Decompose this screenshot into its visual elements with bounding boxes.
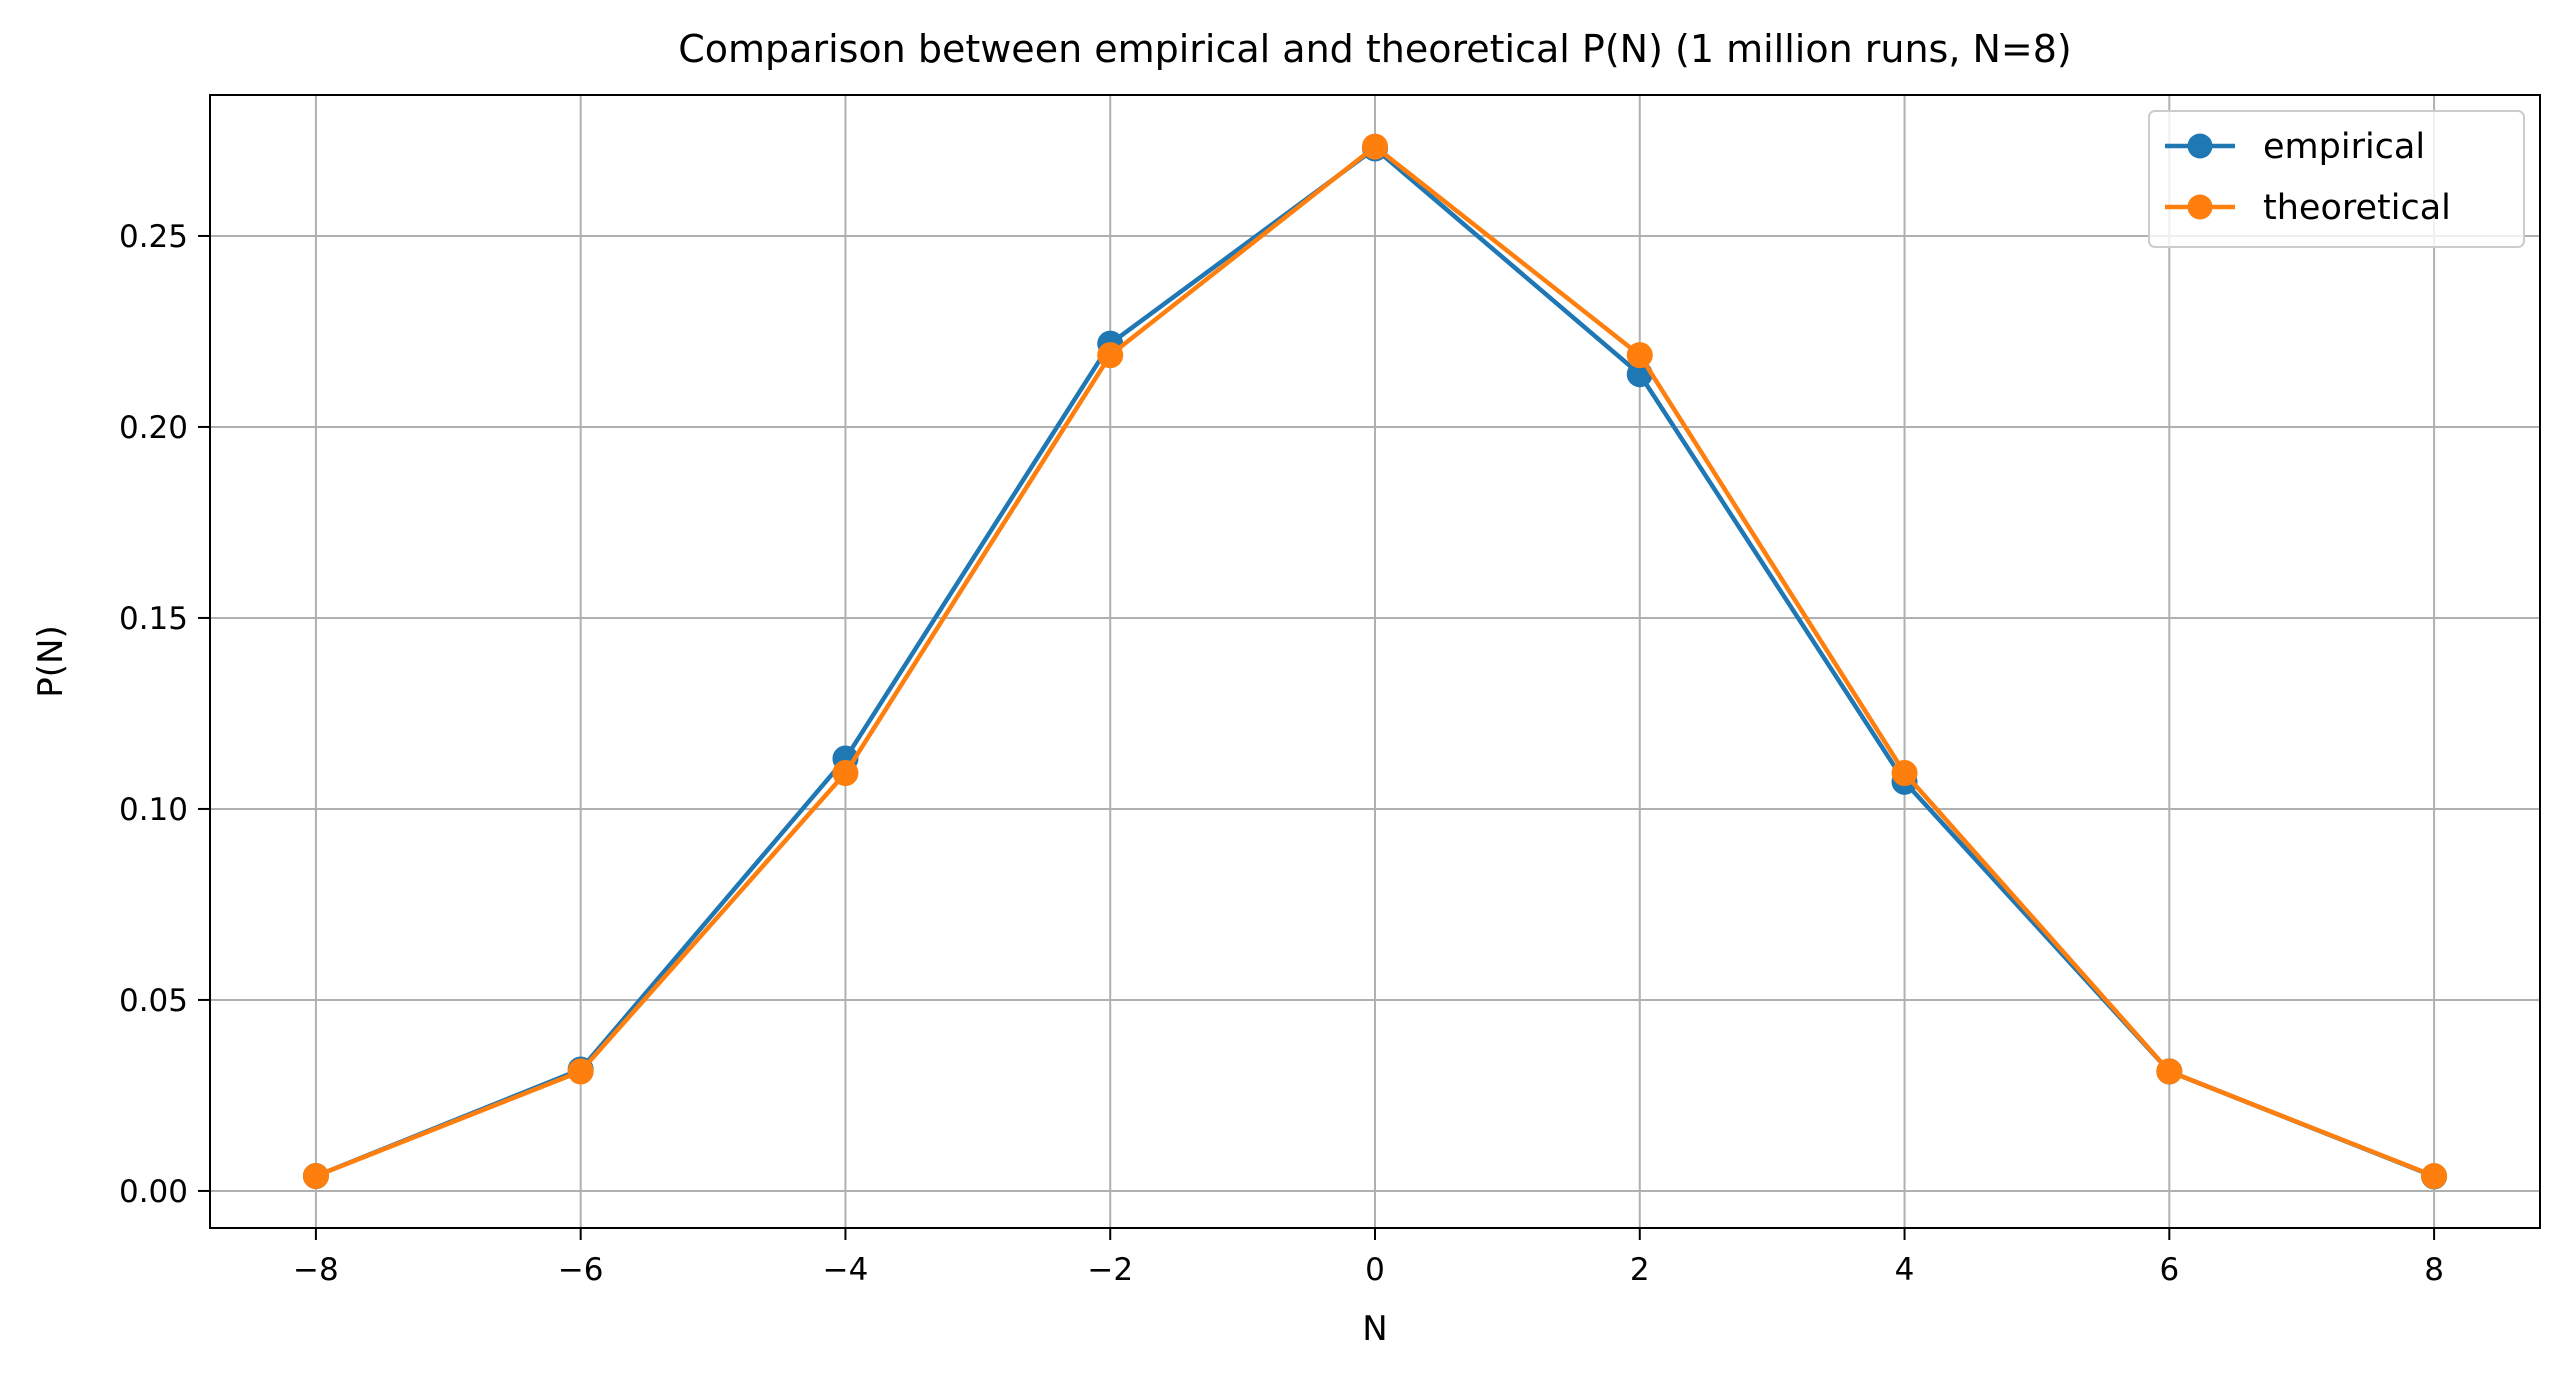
legend-entry-empirical: empirical — [2165, 127, 2425, 167]
theoretical-point — [1891, 760, 1918, 787]
theoretical-point — [1626, 342, 1653, 369]
x-tick-label: 6 — [2159, 1252, 2179, 1288]
x-tick-label: 2 — [1630, 1252, 1650, 1288]
legend-marker-theoretical — [2187, 194, 2213, 220]
x-tick-label: −4 — [823, 1252, 869, 1288]
legend-label-theoretical: theoretical — [2263, 188, 2451, 228]
theoretical-point — [567, 1058, 594, 1085]
legend-entry-theoretical: theoretical — [2165, 188, 2451, 228]
theoretical-point — [2156, 1058, 2183, 1085]
legend-label-empirical: empirical — [2263, 127, 2425, 167]
x-tick-label: −6 — [558, 1252, 604, 1288]
theoretical-point — [1097, 342, 1124, 369]
x-tick-label: 8 — [2424, 1252, 2444, 1288]
x-tick-label: 0 — [1365, 1252, 1385, 1288]
legend-marker-empirical — [2187, 133, 2213, 159]
y-tick-label: 0.20 — [119, 410, 188, 446]
grid-lines — [210, 95, 2540, 1228]
theoretical-point — [832, 760, 859, 787]
chart-title: Comparison between empirical and theoret… — [678, 27, 2072, 71]
y-tick-label: 0.00 — [119, 1174, 188, 1210]
theoretical-point — [302, 1163, 329, 1190]
y-tick-label: 0.05 — [119, 983, 188, 1019]
theoretical-point — [2421, 1163, 2448, 1190]
x-tick-label: −8 — [293, 1252, 339, 1288]
y-axis-label: P(N) — [31, 625, 71, 697]
y-tick-label: 0.25 — [119, 219, 188, 255]
series-layer — [302, 133, 2448, 1190]
x-tick-label: −2 — [1087, 1252, 1133, 1288]
series-theoretical — [302, 133, 2448, 1190]
legend: empirical theoretical — [2148, 110, 2525, 248]
x-axis-label: N — [1362, 1309, 1387, 1349]
y-tick-label: 0.15 — [119, 601, 188, 637]
theoretical-point — [1362, 133, 1388, 160]
y-tick-label: 0.10 — [119, 792, 188, 828]
x-tick-label: 4 — [1895, 1252, 1915, 1288]
legend-box — [2148, 110, 2525, 248]
axis-ticks: −8 −6 −4 −2 0 2 4 6 8 0.00 0.05 0.10 0.15 0.20 0.25 — [119, 219, 2444, 1288]
